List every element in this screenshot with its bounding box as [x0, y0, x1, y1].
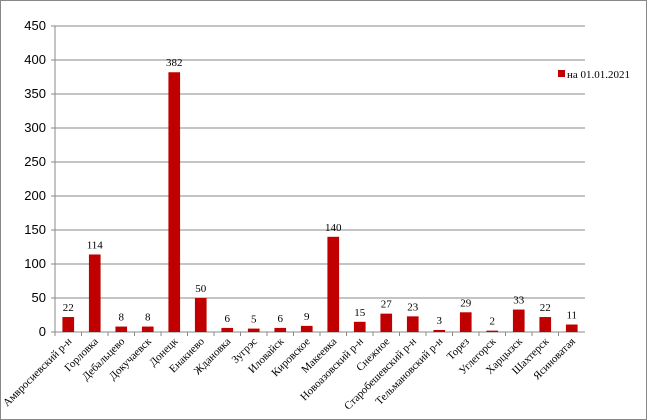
data-label: 114	[87, 239, 104, 251]
data-label: 5	[251, 314, 257, 326]
bar	[300, 325, 313, 332]
bar	[327, 236, 340, 332]
bar	[565, 324, 578, 332]
y-tick-label: 400	[24, 52, 46, 67]
data-label: 3	[437, 315, 443, 327]
bar	[168, 72, 181, 333]
bar	[380, 313, 393, 332]
bar	[486, 330, 499, 332]
data-label: 22	[63, 302, 74, 314]
y-tick-label: 150	[24, 222, 46, 237]
bar	[274, 327, 287, 332]
y-tick-label: 50	[32, 290, 46, 305]
data-label: 11	[566, 310, 577, 322]
y-tick-label: 250	[24, 154, 46, 169]
bar	[141, 326, 154, 332]
data-label: 140	[325, 222, 342, 234]
bar	[459, 312, 472, 332]
data-label: 6	[278, 313, 284, 325]
bar	[539, 317, 552, 332]
y-tick-label: 100	[24, 256, 46, 271]
y-tick-label: 350	[24, 86, 46, 101]
data-label: 27	[381, 299, 393, 311]
data-label: 50	[195, 283, 207, 295]
bar	[247, 328, 260, 332]
y-tick-label: 450	[24, 18, 46, 33]
data-label: 15	[354, 307, 366, 319]
bar	[62, 317, 75, 332]
data-label: 8	[119, 312, 125, 324]
bar	[194, 298, 207, 332]
bar	[353, 321, 366, 332]
data-label: 6	[225, 313, 231, 325]
y-tick-label: 0	[39, 324, 46, 339]
legend-label: на 01.01.2021	[567, 69, 630, 81]
legend-swatch	[558, 70, 565, 77]
bar	[115, 326, 128, 332]
bar	[433, 329, 446, 332]
y-tick-label: 200	[24, 188, 46, 203]
bar	[221, 327, 234, 332]
bar	[88, 254, 101, 332]
data-label: 29	[460, 297, 472, 309]
data-label: 22	[540, 302, 551, 314]
data-label: 382	[166, 57, 183, 69]
y-tick-label: 300	[24, 120, 46, 135]
bar	[406, 316, 419, 332]
data-label: 2	[490, 316, 496, 328]
data-label: 9	[304, 311, 310, 323]
data-label: 33	[513, 295, 525, 307]
bar	[512, 309, 525, 332]
data-label: 23	[407, 301, 419, 313]
data-label: 8	[145, 312, 151, 324]
